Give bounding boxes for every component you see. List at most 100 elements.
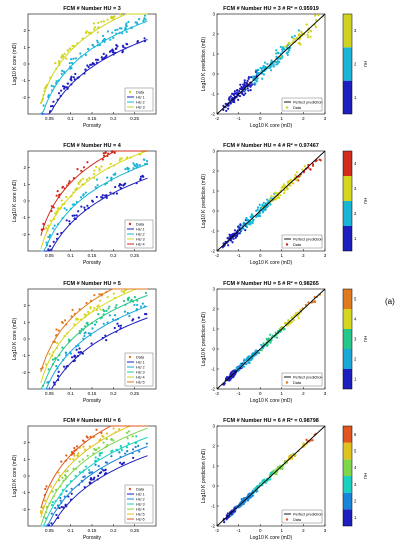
data-point — [82, 445, 85, 448]
data-point — [239, 505, 242, 508]
data-point — [55, 364, 58, 368]
perfect-prediction-line — [216, 13, 326, 115]
data-point — [94, 460, 97, 463]
data-point — [89, 471, 92, 474]
prediction-chart-hu4: FCM # Number HU = 4 # R² = 0.97467 -2 -1 0 1… — [201, 142, 368, 266]
data-point — [86, 321, 89, 324]
data-point — [84, 325, 87, 328]
hu-curve-1 — [40, 177, 148, 252]
data-point — [64, 351, 67, 354]
figure-side-label: (a) — [385, 297, 395, 306]
data-point — [120, 290, 123, 293]
legend-entry: Perfect prediction — [293, 512, 323, 516]
legend-box — [124, 87, 154, 112]
y-tick-label: 1 — [212, 52, 215, 57]
data-point — [114, 172, 117, 175]
data-point — [69, 67, 72, 70]
data-point — [242, 501, 245, 505]
x-tick-label: -2 — [215, 116, 219, 121]
data-point — [120, 157, 123, 160]
porosity-chart-hu6: FCM # Number HU = 6 0.05 0.1 0.15 0.2 0.25 -2 -… — [12, 418, 157, 541]
data-point — [288, 179, 291, 183]
data-point — [84, 53, 88, 57]
data-point — [275, 336, 279, 339]
colorbar-segment — [343, 329, 352, 349]
data-point — [118, 184, 121, 187]
data-point — [95, 428, 98, 431]
data-point — [84, 191, 87, 194]
data-point — [94, 58, 98, 61]
data-point — [245, 218, 248, 221]
data-point — [289, 184, 292, 187]
data-point — [247, 493, 250, 496]
x-axis-label: Log10 K core (mD) — [250, 123, 293, 129]
colorbar-tick-label: 1 — [354, 236, 357, 241]
data-point — [60, 72, 63, 75]
legend-entry: HU 4 — [136, 507, 145, 511]
colorbar: 1 2 3 4 5 6 HU — [342, 425, 368, 527]
data-point — [275, 52, 278, 55]
data-point — [283, 48, 286, 51]
legend-box — [281, 97, 323, 112]
y-tick-label: 3 — [212, 149, 215, 154]
data-point — [102, 308, 105, 311]
x-tick-label: 0.1 — [68, 391, 75, 396]
data-point — [62, 365, 66, 368]
hu-curve-2 — [40, 163, 148, 252]
data-point — [282, 328, 285, 331]
x-tick-label: 1 — [281, 116, 284, 121]
chart-title: FCM # Number HU = 6 — [63, 418, 121, 424]
data-point — [126, 43, 129, 46]
data-point — [113, 314, 117, 317]
data-point — [98, 167, 101, 170]
data-point — [287, 456, 291, 459]
data-point — [260, 481, 264, 484]
data-point — [276, 62, 279, 65]
data-point — [232, 93, 235, 96]
hu-curve-1 — [40, 455, 148, 527]
colorbar-segment — [343, 369, 352, 389]
data-point — [89, 306, 92, 309]
data-point — [61, 85, 65, 88]
data-point — [70, 61, 74, 65]
data-point — [290, 320, 293, 323]
x-tick-label: 3 — [324, 391, 327, 396]
data-point — [261, 479, 264, 482]
data-point — [84, 331, 87, 334]
y-axis-label: Log10 K prediction (mD) — [201, 312, 207, 367]
data-point — [96, 39, 99, 42]
data-point — [137, 18, 141, 21]
data-point — [276, 51, 280, 54]
data-point — [122, 45, 125, 49]
data-point — [39, 510, 42, 513]
data-point — [50, 84, 53, 87]
data-point — [126, 437, 129, 440]
data-point — [309, 168, 312, 171]
data-point — [68, 180, 71, 183]
data-point — [222, 104, 225, 107]
data-point — [227, 244, 230, 247]
chart-title: FCM # Number HU = 4 # R² = 0.97467 — [223, 142, 319, 149]
y-tick-label: -2 — [22, 95, 26, 100]
data-point — [61, 186, 64, 189]
hu-curve-2 — [40, 20, 148, 115]
hu-curve-2 — [40, 446, 148, 527]
data-point — [144, 18, 147, 21]
data-point — [79, 179, 83, 182]
data-point — [275, 55, 278, 58]
data-point — [86, 47, 90, 51]
data-point — [49, 219, 52, 222]
data-point — [254, 354, 257, 357]
legend-entry: HU 2 — [136, 365, 145, 369]
colorbar-segment — [343, 201, 352, 226]
data-point — [47, 94, 50, 97]
x-tick-label: 0.05 — [45, 391, 54, 396]
colorbar-segment — [343, 442, 352, 460]
data-point — [312, 300, 315, 303]
data-point — [311, 164, 315, 167]
data-point — [74, 57, 77, 60]
chart-title: FCM # Number HU = 3 — [63, 6, 121, 12]
data-point — [145, 442, 148, 445]
data-point — [108, 305, 111, 308]
data-point — [87, 468, 91, 472]
